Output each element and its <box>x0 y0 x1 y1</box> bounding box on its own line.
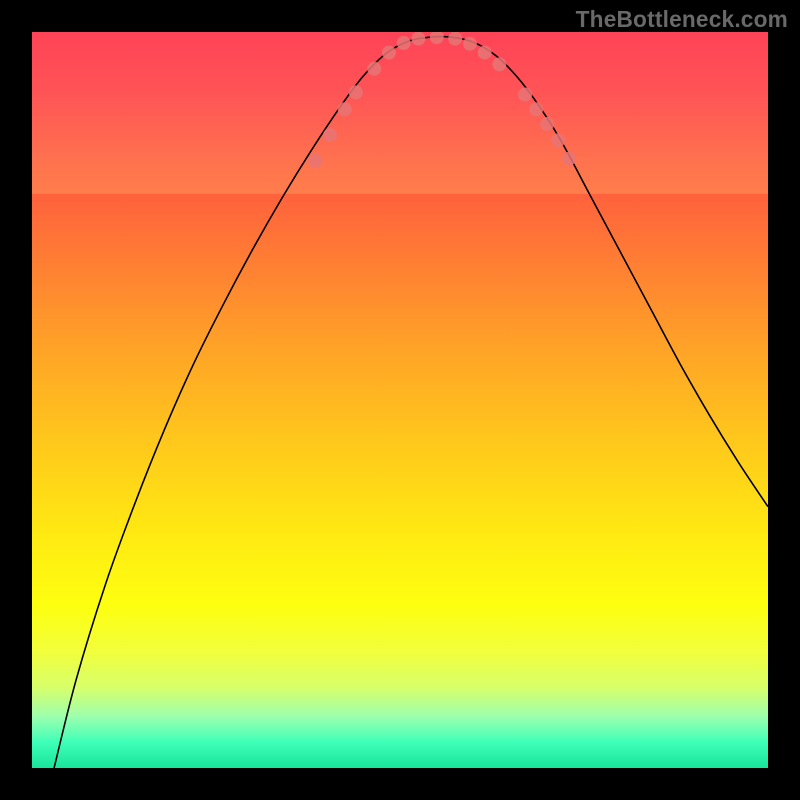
marker-dot <box>551 133 565 147</box>
marker-dot <box>308 154 322 168</box>
marker-dot <box>411 32 425 46</box>
marker-dot <box>367 62 381 76</box>
chart-svg <box>32 32 768 768</box>
plot-area <box>32 32 768 768</box>
marker-dot <box>349 85 363 99</box>
marker-dot <box>562 152 576 166</box>
marker-dot <box>518 88 532 102</box>
marker-dot <box>448 32 462 46</box>
watermark-text: TheBottleneck.com <box>576 6 788 33</box>
marker-dot <box>323 128 337 142</box>
marker-dot <box>529 102 543 116</box>
marker-dot <box>338 102 352 116</box>
highlight-band <box>32 32 768 194</box>
marker-dot <box>478 46 492 60</box>
marker-dot <box>492 57 506 71</box>
marker-dot <box>540 117 554 131</box>
marker-dot <box>397 36 411 50</box>
chart-frame: TheBottleneck.com <box>0 0 800 800</box>
marker-dot <box>463 37 477 51</box>
marker-dot <box>382 46 396 60</box>
